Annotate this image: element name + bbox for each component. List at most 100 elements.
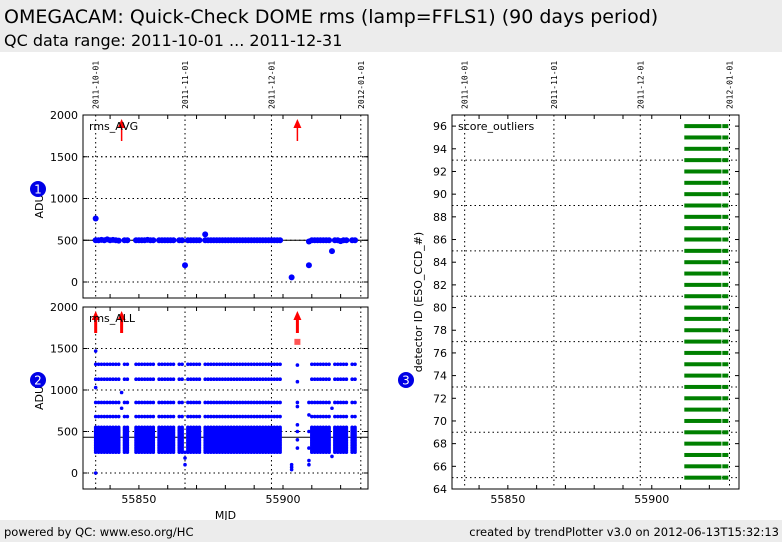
data-point — [180, 377, 184, 382]
score-bar — [684, 158, 722, 163]
data-point — [165, 400, 170, 405]
x-tick-label: 55850 — [490, 493, 525, 506]
data-point — [353, 362, 357, 367]
out-of-range-arrowhead — [293, 119, 302, 128]
data-point — [116, 425, 121, 430]
score-bar — [684, 430, 722, 435]
y-tick-label: 68 — [433, 438, 447, 451]
score-bar — [684, 146, 722, 151]
data-point — [237, 414, 242, 419]
data-point — [163, 414, 167, 419]
data-point — [275, 362, 280, 367]
data-point — [203, 400, 207, 405]
data-point — [353, 425, 357, 430]
data-point — [186, 362, 190, 367]
data-point — [165, 377, 170, 382]
data-point — [111, 425, 115, 430]
data-point — [318, 425, 323, 430]
data-point — [220, 362, 225, 367]
data-point — [134, 414, 138, 419]
score-bar — [684, 214, 722, 219]
data-point — [111, 362, 115, 367]
score-bar — [684, 237, 722, 242]
data-point — [157, 362, 161, 367]
data-point — [333, 425, 337, 430]
data-point — [327, 377, 331, 382]
data-point — [119, 390, 124, 395]
data-point — [92, 215, 99, 222]
data-point — [214, 414, 219, 419]
data-point — [160, 400, 164, 405]
badge-circle — [30, 181, 46, 197]
data-point — [307, 413, 311, 417]
data-point — [108, 425, 112, 430]
data-point — [191, 400, 196, 405]
data-point — [171, 377, 176, 382]
data-point — [102, 425, 107, 430]
score-bar — [722, 248, 729, 253]
data-point — [191, 414, 196, 419]
data-point — [105, 425, 110, 430]
data-point — [235, 425, 239, 430]
data-point — [99, 377, 104, 382]
data-point — [289, 462, 294, 467]
data-point — [338, 377, 343, 382]
data-point — [315, 425, 320, 430]
score-bar — [722, 135, 729, 140]
date-tick-label: 2011-11-01 — [181, 61, 190, 109]
data-point — [269, 425, 274, 430]
data-point — [321, 400, 326, 405]
data-point — [93, 425, 98, 430]
data-point — [266, 400, 271, 405]
data-point — [246, 377, 251, 382]
data-point — [240, 414, 245, 419]
data-point — [312, 425, 317, 430]
data-point — [145, 362, 150, 367]
data-point — [243, 425, 248, 430]
x-tick-label: 55900 — [634, 493, 669, 506]
data-point — [223, 414, 228, 419]
score-bar — [684, 169, 722, 174]
data-point — [344, 362, 349, 367]
data-point — [258, 362, 262, 367]
score-bar — [684, 282, 722, 287]
data-point — [93, 377, 98, 382]
y-tick-label: 88 — [433, 211, 447, 224]
score-bar — [722, 396, 729, 401]
data-point — [183, 450, 187, 455]
data-point — [177, 414, 182, 419]
data-point — [275, 377, 280, 382]
data-point — [183, 462, 187, 467]
data-point — [108, 414, 112, 419]
data-point — [277, 237, 284, 244]
data-point — [214, 425, 219, 430]
y-tick-label: 80 — [433, 302, 447, 315]
data-point — [96, 414, 101, 419]
date-tick-label: 2012-01-01 — [726, 61, 735, 109]
date-tick-label: 2011-11-01 — [550, 61, 559, 109]
data-point — [137, 414, 141, 419]
date-tick-label: 2011-12-01 — [636, 61, 645, 109]
data-point — [125, 414, 130, 419]
data-point — [122, 414, 127, 419]
data-point — [217, 414, 222, 419]
data-point — [111, 400, 115, 405]
data-point — [226, 400, 231, 405]
data-point — [142, 425, 147, 430]
data-point — [266, 425, 271, 430]
data-point — [232, 414, 236, 419]
score-bar — [684, 384, 722, 389]
data-point — [324, 414, 329, 419]
data-point — [275, 414, 280, 419]
badge-2: 2 — [30, 372, 46, 388]
data-point — [318, 414, 323, 419]
data-point — [99, 425, 104, 430]
data-point — [197, 377, 202, 382]
data-point — [99, 362, 104, 367]
data-point — [122, 377, 127, 382]
data-layer — [83, 215, 368, 281]
data-point — [202, 231, 209, 238]
y-tick-label: 0 — [71, 276, 78, 289]
data-point — [333, 400, 337, 405]
